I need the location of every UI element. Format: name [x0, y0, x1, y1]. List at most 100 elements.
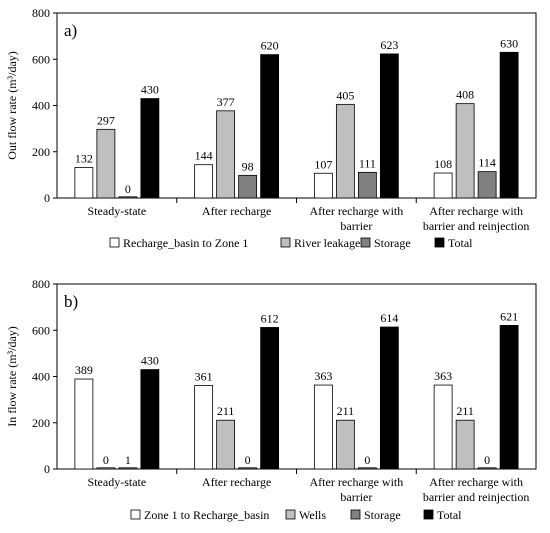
- legend-label: Storage: [374, 236, 411, 250]
- y-tick-label: 0: [44, 191, 50, 205]
- chart-panel-b: 0 200 400 600 800 In flow rate (m³/day) b) 389 0…: [5, 277, 537, 522]
- data-label: 363: [434, 369, 452, 383]
- data-label: 211: [337, 404, 355, 418]
- data-label: 621: [500, 309, 518, 323]
- legend-label: River leakage: [294, 236, 360, 250]
- legend-item: Zone 1 to Recharge_basin: [130, 508, 269, 522]
- y-tick-label: 200: [32, 145, 50, 159]
- data-label: 0: [125, 182, 131, 196]
- data-label: 107: [314, 157, 332, 171]
- bar: [379, 53, 399, 199]
- bar: [140, 98, 160, 199]
- legend-swatch: [280, 237, 291, 248]
- legend-item: Total: [423, 508, 462, 522]
- bar: [433, 384, 453, 470]
- category-label: Steady-state: [88, 204, 147, 218]
- bar: [499, 51, 519, 199]
- data-label: 408: [456, 88, 474, 102]
- category-label-line: After recharge with: [310, 475, 404, 489]
- data-label: 377: [217, 95, 235, 109]
- y-tick-label: 600: [32, 323, 50, 337]
- legend-item: Storage: [360, 236, 411, 250]
- bar: [216, 110, 236, 199]
- legend-swatch: [360, 237, 371, 248]
- bar: [313, 172, 333, 199]
- data-label: 144: [195, 149, 213, 163]
- bar: [140, 369, 160, 470]
- legend-item: Storage: [350, 508, 401, 522]
- bar: [216, 419, 236, 470]
- category-label: After recharge with barrier and reinjecti…: [423, 204, 530, 233]
- data-label: 108: [434, 157, 452, 171]
- legend-item: Wells: [285, 508, 326, 522]
- legend: Recharge_basin to Zone 1 River leakage Sto…: [109, 236, 473, 250]
- legend-label: Total: [448, 236, 473, 250]
- bar: [260, 54, 280, 199]
- bar: [335, 103, 355, 199]
- data-label: 114: [478, 156, 496, 170]
- data-label: 623: [380, 38, 398, 52]
- category-label: Steady-state: [88, 475, 147, 489]
- panel-label: b): [64, 292, 78, 311]
- category-label-line: After recharge: [202, 204, 271, 218]
- data-label: 361: [195, 370, 213, 384]
- bar: [194, 385, 214, 470]
- legend-swatch: [130, 509, 141, 520]
- bar: [118, 196, 138, 199]
- y-tick-label: 600: [32, 52, 50, 66]
- category-label-line: After recharge with: [429, 204, 523, 218]
- category-label: After recharge: [202, 204, 271, 218]
- bar: [313, 384, 333, 470]
- category-label-line: barrier: [340, 219, 372, 233]
- bar: [433, 172, 453, 199]
- bar: [477, 171, 497, 199]
- category-label-line: barrier: [340, 490, 372, 504]
- bar: [238, 467, 258, 470]
- bar: [194, 164, 214, 199]
- bar: [96, 128, 116, 199]
- category-label: After recharge with barrier: [310, 204, 404, 233]
- category-label-line: Steady-state: [88, 475, 147, 489]
- legend-swatch: [423, 509, 434, 520]
- bar: [74, 167, 94, 199]
- data-label: 211: [456, 404, 474, 418]
- y-tick-label: 0: [44, 462, 50, 476]
- panel-label: a): [64, 21, 77, 40]
- y-tick-label: 400: [32, 99, 50, 113]
- legend-label: Zone 1 to Recharge_basin: [144, 508, 269, 522]
- y-axis-label: Out flow rate (m³/day): [5, 51, 19, 160]
- data-label: 630: [500, 36, 518, 50]
- bar: [499, 324, 519, 470]
- bar: [118, 467, 138, 470]
- bar: [357, 467, 377, 470]
- legend-label: Wells: [299, 508, 326, 522]
- category-label: After recharge: [202, 475, 271, 489]
- legend-swatch: [434, 237, 445, 248]
- bar: [379, 326, 399, 470]
- y-tick-label: 200: [32, 416, 50, 430]
- y-axis-label: In flow rate (m³/day): [5, 326, 19, 427]
- category-label-line: barrier and reinjection: [423, 219, 530, 233]
- bar: [74, 378, 94, 470]
- data-label: 620: [261, 39, 279, 53]
- bar: [335, 419, 355, 470]
- legend-label: Recharge_basin to Zone 1: [123, 236, 248, 250]
- data-label: 389: [75, 363, 93, 377]
- category-label: After recharge with barrier and reinjecti…: [423, 475, 530, 504]
- category-label-line: Steady-state: [88, 204, 147, 218]
- legend-item: Recharge_basin to Zone 1: [109, 236, 248, 250]
- bar: [357, 171, 377, 199]
- legend-swatch: [109, 237, 120, 248]
- bar: [238, 174, 258, 199]
- bar: [455, 419, 475, 470]
- data-label: 0: [245, 453, 251, 467]
- data-label: 98: [242, 159, 254, 173]
- data-label: 363: [314, 369, 332, 383]
- y-tick-label: 400: [32, 370, 50, 384]
- legend: Zone 1 to Recharge_basin Wells Storage Tota…: [130, 508, 462, 522]
- y-tick-label: 800: [32, 277, 50, 291]
- bar: [96, 467, 116, 470]
- legend-swatch: [350, 509, 361, 520]
- data-label: 405: [336, 88, 354, 102]
